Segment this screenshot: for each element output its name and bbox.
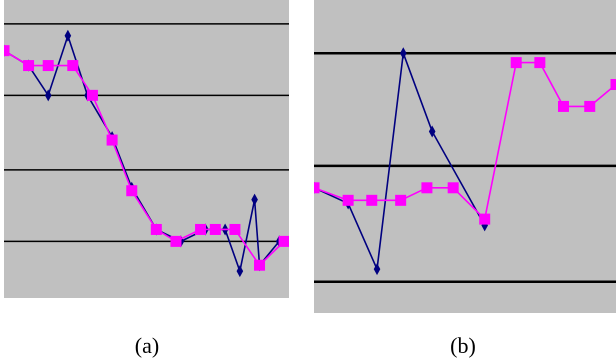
data-point-diamond — [481, 219, 488, 232]
caption-b: (b) — [450, 333, 476, 358]
data-point-diamond — [44, 89, 52, 102]
data-point-square — [170, 235, 182, 247]
data-point-square — [254, 259, 266, 271]
data-point-square — [86, 89, 98, 101]
chart-a-plot — [4, 23, 289, 278]
data-point-square — [447, 182, 459, 194]
data-point-square — [195, 223, 207, 235]
data-point-square — [342, 194, 354, 206]
data-point-square — [67, 60, 79, 72]
data-point-diamond — [373, 263, 381, 276]
data-point-square — [314, 182, 320, 194]
data-point-diamond — [428, 125, 436, 138]
data-point-square — [479, 213, 491, 225]
series-line-dark — [314, 52, 486, 273]
data-point-square — [278, 235, 289, 247]
data-point-square — [106, 134, 118, 146]
data-point-square — [534, 57, 546, 69]
data-point-square — [126, 185, 138, 197]
data-point-square — [510, 57, 522, 69]
chart-panel-a — [4, 0, 289, 298]
series-line-magenta — [314, 61, 616, 221]
data-point-square — [557, 100, 569, 112]
data-point-square — [150, 223, 162, 235]
data-point-square — [395, 194, 407, 206]
data-point-square — [610, 79, 616, 91]
data-point-square — [23, 60, 35, 72]
data-point-square — [584, 100, 596, 112]
data-point-diamond — [64, 29, 72, 42]
data-point-square — [209, 223, 221, 235]
series-line-magenta — [4, 49, 285, 267]
chart-b-plot — [314, 47, 616, 283]
data-point-square — [366, 194, 378, 206]
series-line-dark — [4, 33, 280, 275]
caption-a: (a) — [134, 333, 160, 358]
data-point-diamond — [251, 193, 258, 206]
data-point-diamond — [236, 265, 244, 278]
data-point-diamond — [399, 47, 407, 60]
data-point-square — [421, 182, 433, 194]
data-point-square — [4, 45, 10, 57]
chart-panel-b — [314, 0, 616, 313]
data-point-square — [229, 223, 241, 235]
data-point-square — [42, 60, 54, 72]
